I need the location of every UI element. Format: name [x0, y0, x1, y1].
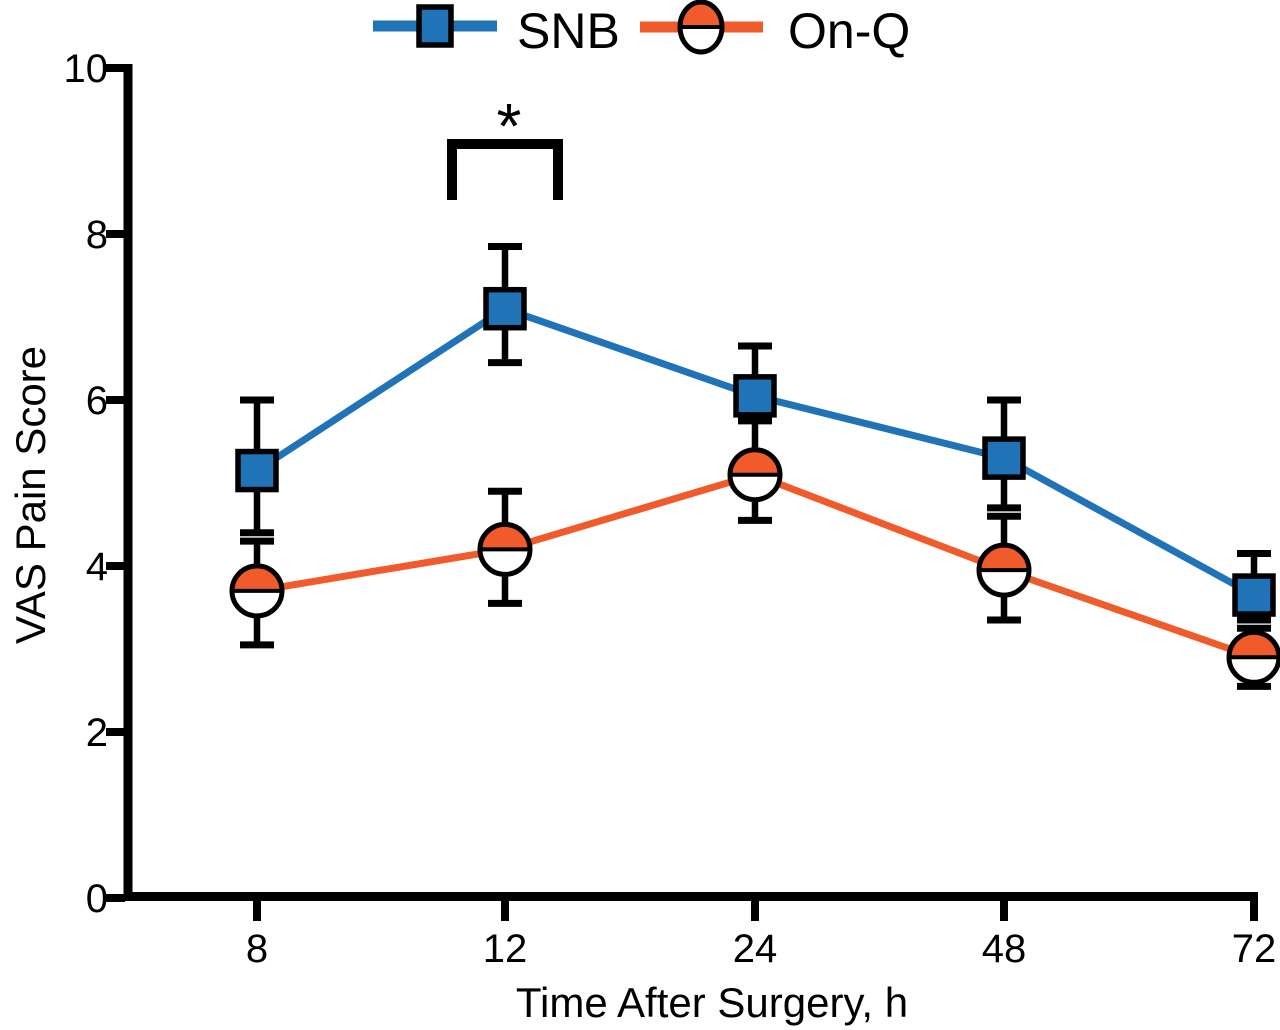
y-tick-label-10: 10 — [64, 47, 109, 91]
legend: SNB On-Q — [373, 0, 910, 59]
significance-bracket — [447, 139, 563, 200]
legend-label-onq: On-Q — [788, 3, 910, 59]
significance-asterisk: * — [497, 90, 522, 162]
y-tick-label-6: 6 — [86, 379, 108, 423]
y-tick-labels: 0 2 4 6 8 10 — [64, 47, 109, 921]
y-tick-label-0: 0 — [86, 877, 108, 921]
x-tick-label-12: 12 — [483, 927, 528, 971]
marker-onq-halfcircle-top — [979, 545, 1029, 571]
x-tick-labels: 8 12 24 48 72 — [246, 927, 1276, 971]
legend-label-snb: SNB — [517, 3, 620, 59]
y-axis-title: VAS Pain Score — [7, 346, 54, 644]
marker-snb-square-marker — [982, 436, 1026, 480]
marker-snb-square-marker — [235, 448, 279, 493]
legend-markers — [373, 0, 763, 55]
marker-snb-square-marker — [733, 374, 777, 418]
x-axis-title: Time After Surgery, h — [516, 979, 908, 1026]
x-tick-label-24: 24 — [733, 927, 778, 971]
marker-onq-halfcircle-top — [479, 524, 530, 550]
marker-onq-halfcircle-top — [730, 449, 780, 475]
axis-spines — [123, 64, 1258, 901]
legend-marker-snb — [416, 4, 454, 48]
y-tick-label-4: 4 — [86, 545, 108, 589]
marker-onq-halfcircle-bottom — [232, 590, 282, 616]
x-tick-label-72: 72 — [1232, 927, 1277, 971]
series-markers-layer — [229, 286, 1280, 685]
marker-onq-halfcircle-top — [232, 565, 282, 591]
marker-snb-square-marker — [1232, 573, 1276, 617]
marker-snb-square-marker — [483, 286, 527, 331]
marker-onq-halfcircle-top — [1229, 632, 1279, 658]
marker-onq-halfcircle-bottom — [730, 474, 780, 500]
axes-layer — [106, 64, 1258, 921]
significance-annotation: * — [447, 90, 563, 200]
marker-onq-halfcircle-bottom — [979, 570, 1029, 596]
x-tick-label-8: 8 — [246, 927, 268, 971]
y-tick-label-8: 8 — [86, 213, 108, 257]
marker-onq-halfcircle-bottom — [479, 549, 530, 575]
marker-onq-halfcircle-bottom — [1229, 657, 1279, 683]
y-tick-label-2: 2 — [86, 711, 108, 755]
x-tick-label-48: 48 — [982, 927, 1027, 971]
